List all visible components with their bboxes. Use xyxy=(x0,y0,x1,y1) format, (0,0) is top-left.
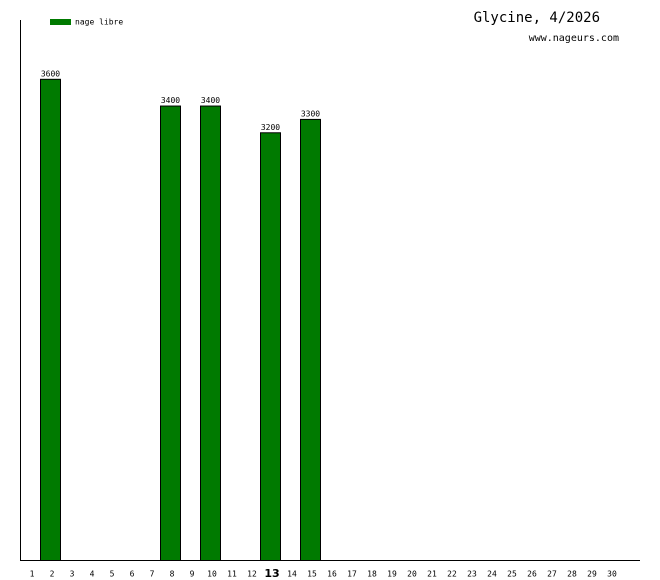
x-tick-label: 26 xyxy=(527,570,537,579)
x-tick-label: 27 xyxy=(547,570,557,579)
bar xyxy=(300,118,321,561)
x-tick-label: 5 xyxy=(110,570,115,579)
x-tick-label: 12 xyxy=(247,570,257,579)
data-label: 3200 xyxy=(261,123,280,132)
chart-subtitle: www.nageurs.com xyxy=(529,33,619,44)
data-label: 3400 xyxy=(201,96,220,105)
x-tick-label: 11 xyxy=(227,570,237,579)
x-tick-label: 25 xyxy=(507,570,517,579)
x-tick-label: 30 xyxy=(607,570,617,579)
x-tick-label: 10 xyxy=(207,570,217,579)
x-tick-label: 2 xyxy=(50,570,55,579)
x-tick-label: 7 xyxy=(150,570,155,579)
x-tick-label: 6 xyxy=(130,570,135,579)
bar xyxy=(260,132,281,561)
chart-title: Glycine, 4/2026 xyxy=(474,10,600,26)
data-label: 3400 xyxy=(161,96,180,105)
data-label: 3600 xyxy=(41,69,60,78)
x-tick-label: 24 xyxy=(487,570,497,579)
x-tick-label: 29 xyxy=(587,570,597,579)
x-tick-label: 17 xyxy=(347,570,357,579)
x-tick-label: 28 xyxy=(567,570,577,579)
x-tick-label: 15 xyxy=(307,570,317,579)
x-tick-label: 3 xyxy=(70,570,75,579)
x-tick-label: 9 xyxy=(190,570,195,579)
x-tick-label: 21 xyxy=(427,570,437,579)
bar xyxy=(160,105,181,561)
x-tick-label: 4 xyxy=(90,570,95,579)
x-tick-label: 19 xyxy=(387,570,397,579)
bar xyxy=(200,105,221,561)
legend-swatch xyxy=(50,19,71,25)
data-label: 3300 xyxy=(301,109,320,118)
x-tick-label: 14 xyxy=(287,570,297,579)
x-tick-label: 18 xyxy=(367,570,377,579)
x-tick-label: 13 xyxy=(264,567,279,580)
x-tick-label: 23 xyxy=(467,570,477,579)
legend-label: nage libre xyxy=(75,18,123,27)
bar xyxy=(40,78,61,561)
x-tick-label: 1 xyxy=(30,570,35,579)
x-tick-label: 16 xyxy=(327,570,337,579)
x-tick-label: 8 xyxy=(170,570,175,579)
x-tick-label: 20 xyxy=(407,570,417,579)
x-tick-label: 22 xyxy=(447,570,457,579)
